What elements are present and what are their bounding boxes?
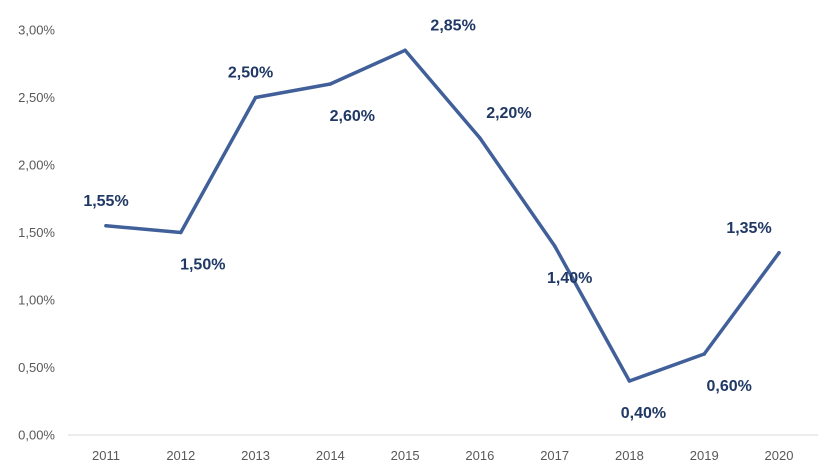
data-point — [253, 95, 258, 100]
data-point — [403, 48, 407, 52]
data-label: 2,85% — [430, 17, 475, 34]
y-tick-label: 0,00% — [18, 428, 55, 443]
x-tick-label: 2019 — [690, 448, 719, 463]
data-label: 2,60% — [330, 108, 375, 125]
data-label: 2,20% — [486, 105, 531, 122]
x-tick-label: 2020 — [765, 448, 794, 463]
x-tick-label: 2018 — [615, 448, 644, 463]
x-tick-label: 2013 — [241, 448, 270, 463]
x-tick-label: 2012 — [166, 448, 195, 463]
data-label: 1,40% — [547, 270, 592, 287]
y-tick-label: 0,50% — [18, 360, 55, 375]
data-point — [478, 136, 482, 140]
data-labels: 1,55% 1,50% 2,50% 2,60% 2,85% 2,20% 1,40% 0,40%… — [83, 17, 771, 422]
x-tick-label: 2017 — [540, 448, 569, 463]
series-line — [104, 48, 781, 383]
data-point — [777, 251, 781, 255]
y-tick-label: 2,00% — [18, 158, 55, 173]
data-point — [702, 352, 706, 356]
data-point — [104, 224, 108, 228]
data-point — [552, 244, 557, 248]
data-label: 0,60% — [707, 378, 752, 395]
y-tick-label: 1,50% — [18, 225, 55, 240]
x-tick-label: 2015 — [391, 448, 420, 463]
x-tick-label: 2011 — [92, 448, 120, 463]
x-tick-label: 2016 — [465, 448, 494, 463]
y-tick-label: 3,00% — [18, 23, 55, 38]
data-label: 1,55% — [83, 193, 128, 210]
data-point — [627, 379, 632, 383]
data-point — [179, 230, 183, 235]
data-point — [328, 82, 333, 86]
x-axis: 2011 2012 2013 2014 2015 2016 2017 2018 2019 2020 — [68, 434, 818, 463]
data-label: 0,40% — [621, 405, 666, 422]
series-group — [104, 48, 781, 383]
y-axis: 0,00% 0,50% 1,00% 1,50% 2,00% 2,50% 3,00% — [18, 23, 55, 443]
data-label: 1,50% — [180, 257, 225, 274]
y-tick-label: 2,50% — [18, 90, 55, 105]
data-label: 1,35% — [726, 220, 771, 237]
y-tick-label: 1,00% — [18, 293, 55, 308]
x-tick-label: 2014 — [316, 448, 345, 463]
data-label: 2,50% — [228, 65, 273, 82]
